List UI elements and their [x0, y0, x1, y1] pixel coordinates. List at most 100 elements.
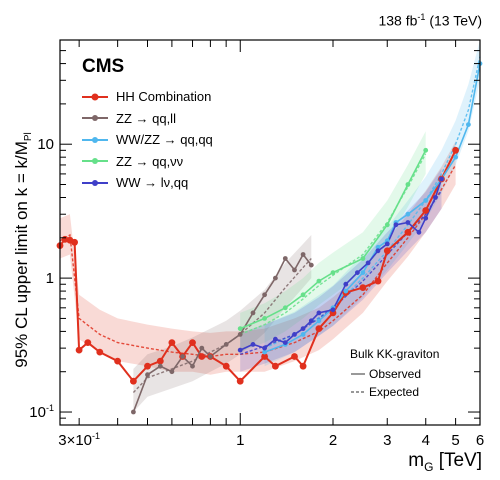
series-1-point — [308, 262, 314, 268]
series-1-point — [157, 363, 163, 369]
series-4-point — [375, 248, 381, 254]
series-4-point — [439, 176, 444, 182]
series-0-expected-line — [59, 164, 457, 358]
series-1-point — [282, 256, 288, 261]
expected-key: Expected — [350, 385, 439, 399]
y-axis-label: 95% CL upper limit on k = k/MPl — [11, 132, 35, 368]
series-3-point — [360, 256, 366, 261]
series-4-expected-band — [240, 168, 442, 372]
series-1-point — [223, 342, 229, 347]
series-1-point — [131, 409, 136, 415]
series-3-point — [262, 316, 267, 321]
series-0-point — [422, 207, 430, 214]
series-2-point — [262, 349, 267, 355]
series-2-point — [466, 122, 471, 127]
series-4-point — [292, 332, 297, 337]
legend-label: WW/ZZ → qq,qq — [116, 132, 213, 148]
series-3-point — [330, 270, 336, 275]
series-3-observed-line — [239, 149, 427, 330]
series-0-point — [198, 353, 206, 360]
uncertainty-bands — [60, 40, 480, 412]
series-0-expected-band — [60, 141, 456, 375]
series-4-point — [316, 310, 322, 316]
series-0-point — [374, 277, 382, 285]
series-0-point — [315, 325, 323, 332]
observed-key: Observed — [350, 367, 439, 381]
series-1-point — [237, 332, 243, 337]
series-0-point — [75, 346, 83, 354]
series-4-point — [416, 229, 422, 235]
series-0-point — [84, 339, 92, 346]
y-tick-label: 10-1 — [29, 403, 54, 421]
series-4-point — [308, 318, 314, 324]
legend-entry: WW/ZZ → qq,qq — [80, 129, 213, 151]
series-0-point — [189, 339, 196, 346]
series-0-point — [404, 228, 412, 236]
series-3-point — [316, 278, 322, 284]
series-2-point — [316, 318, 322, 324]
plot-frame — [59, 39, 481, 426]
series-0-point — [261, 353, 268, 360]
series-4-point — [393, 222, 399, 228]
series-4-point — [282, 340, 288, 345]
series-0-point — [299, 362, 307, 370]
series-4-point — [343, 281, 349, 287]
series-1-point — [262, 292, 267, 298]
series-4-point — [300, 326, 306, 331]
series-0-point — [114, 357, 121, 365]
dashed-line-swatch — [351, 391, 365, 393]
x-tick-label: 5 — [451, 432, 459, 449]
series-3-point — [237, 326, 243, 331]
series-2-expected-band — [264, 40, 480, 367]
model-label: Bulk KK-graviton — [350, 347, 440, 361]
series-0-point — [156, 357, 164, 365]
series-1-point — [300, 252, 306, 257]
legend-entry: WW → lν,qq — [80, 172, 213, 194]
luminosity-exponent: -1 — [417, 12, 426, 22]
series-3-point — [405, 182, 411, 187]
legend-label: ZZ → qq,ll — [116, 110, 176, 126]
series-2-point — [423, 198, 429, 203]
series-2-point — [343, 288, 349, 294]
series-1-expected-band — [133, 235, 312, 412]
series-0-point — [359, 284, 367, 291]
series-3-point — [282, 305, 288, 311]
series-4-point — [423, 215, 429, 221]
legend-swatch — [82, 158, 108, 165]
x-tick-label: 2 — [329, 432, 337, 449]
series-1-point — [199, 345, 205, 351]
series-1-point — [292, 267, 297, 273]
series-3-point — [384, 222, 390, 228]
series-0-point — [272, 362, 279, 370]
series-4-point — [405, 220, 411, 225]
legend-entry: ZZ → qq,νν — [80, 151, 213, 173]
series-4-point — [355, 270, 360, 275]
series-4-point — [273, 336, 278, 342]
luminosity-label: 138 fb-1 (13 TeV) — [378, 12, 482, 29]
series-1-point — [145, 372, 150, 378]
observed-markers — [56, 61, 483, 415]
series-0-point — [222, 362, 230, 370]
series-4-point — [330, 307, 336, 313]
series-2-point — [453, 154, 458, 160]
axis-ticks — [60, 39, 481, 426]
series-0-point — [452, 146, 459, 154]
series-2-point — [300, 332, 306, 337]
legend-swatch — [82, 115, 108, 122]
x-tick-label: 6 — [476, 432, 484, 449]
x-axis-label: mG [TeV] — [408, 450, 482, 474]
series-3-expected-line — [239, 153, 427, 336]
luminosity-value: 138 fb — [378, 12, 418, 29]
x-tick-label: 3 — [383, 432, 391, 449]
legend: HH Combination ZZ → qq,ll WW/ZZ → qq,qq … — [80, 86, 213, 194]
legend-label: HH Combination — [116, 89, 212, 105]
series-0-point — [291, 353, 298, 360]
solid-line-swatch — [351, 373, 365, 375]
series-4-point — [262, 345, 267, 351]
series-3-expected-band — [240, 131, 426, 353]
series-4-point — [384, 241, 390, 247]
legend-label: ZZ → qq,νν — [116, 153, 184, 169]
series-3-point — [300, 292, 306, 298]
series-0-point — [236, 377, 244, 385]
